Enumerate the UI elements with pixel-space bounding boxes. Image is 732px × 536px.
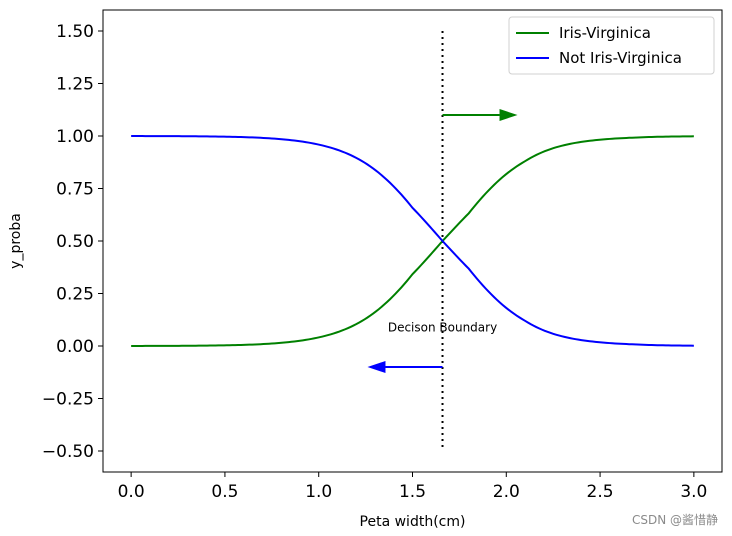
arrow-head — [367, 361, 386, 373]
y-tick-label: 1.25 — [56, 75, 94, 95]
arrows-group — [367, 109, 518, 373]
y-axis-label: y_proba — [8, 213, 24, 269]
y-tick-label: 0.25 — [56, 285, 94, 305]
watermark: CSDN @酱惜静 — [631, 513, 718, 527]
y-tick-label: 0.50 — [56, 232, 94, 252]
y-axis-ticks: −0.50 −0.25 0.00 0.25 0.50 0.75 1.00 1.25 1.50 — [42, 22, 103, 462]
series-group — [131, 135, 694, 347]
x-tick-label: 0.0 — [118, 482, 145, 502]
x-tick-label: 1.0 — [305, 482, 332, 502]
series-line-not-iris-virginica — [131, 135, 694, 347]
x-tick-label: 1.5 — [399, 482, 426, 502]
y-tick-label: 0.75 — [56, 180, 94, 200]
y-tick-label: 0.00 — [56, 337, 94, 357]
x-tick-label: 2.0 — [493, 482, 520, 502]
y-tick-label: −0.50 — [42, 442, 94, 462]
legend: Iris-Virginica Not Iris-Virginica — [508, 16, 715, 75]
y-tick-label: 1.00 — [56, 127, 94, 147]
x-axis-label: Peta width(cm) — [360, 514, 466, 530]
plot-area — [102, 9, 723, 473]
y-tick-label: 1.50 — [56, 22, 94, 42]
series-line-iris-virginica — [131, 135, 694, 347]
legend-label: Iris-Virginica — [559, 24, 651, 42]
legend-frame — [508, 16, 715, 75]
x-tick-label: 0.5 — [211, 482, 238, 502]
x-tick-label: 3.0 — [680, 482, 707, 502]
x-axis-ticks: 0.0 0.5 1.0 1.5 2.0 2.5 3.0 — [118, 472, 707, 502]
decision-boundary-annotation: Decison Boundary — [388, 320, 497, 334]
legend-label: Not Iris-Virginica — [559, 49, 682, 67]
x-tick-label: 2.5 — [587, 482, 614, 502]
arrow-head — [499, 109, 518, 121]
y-tick-label: −0.25 — [42, 390, 94, 410]
